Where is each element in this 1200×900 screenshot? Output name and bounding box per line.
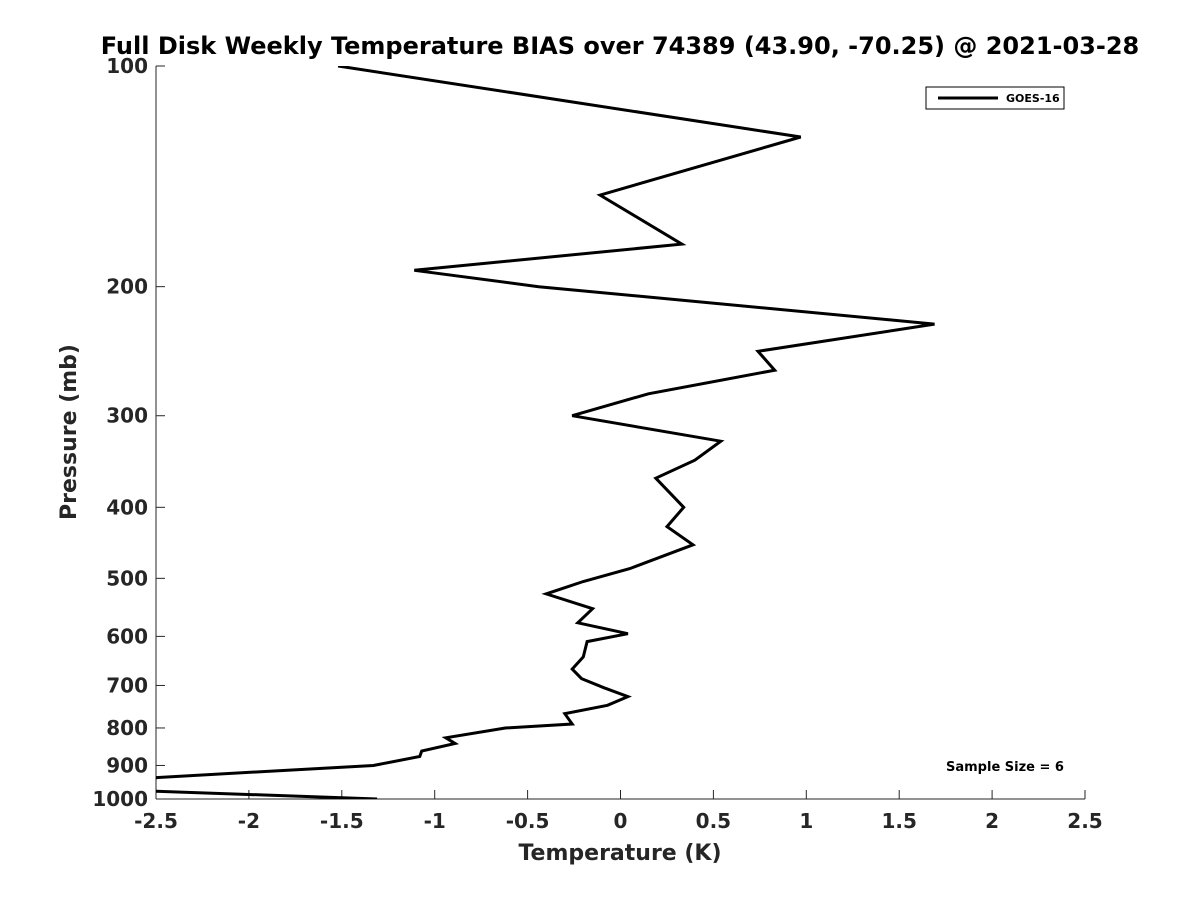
y-tick-label: 200	[106, 275, 148, 299]
chart-title: Full Disk Weekly Temperature BIAS over 7…	[101, 32, 1140, 60]
x-tick-label: 2	[985, 809, 999, 833]
x-tick-label: 0	[614, 809, 628, 833]
x-tick-label: -0.5	[506, 809, 550, 833]
legend: GOES-16	[925, 86, 1065, 110]
x-axis-label: Temperature (K)	[518, 841, 721, 866]
y-tick-label: 600	[106, 624, 148, 648]
axes	[155, 66, 1085, 800]
sample-size-annotation: Sample Size = 6	[946, 760, 1064, 775]
x-tick-label: -1.5	[320, 809, 364, 833]
x-tick-label: -2.5	[134, 809, 178, 833]
y-tick-label: 400	[106, 495, 148, 519]
x-tick-label: -2	[238, 809, 260, 833]
y-tick-label: 800	[106, 716, 148, 740]
y-tick-label: 900	[106, 753, 148, 777]
y-tick-label: 500	[106, 566, 148, 590]
x-tick-label: 1.5	[881, 809, 916, 833]
y-axis-label: Pressure (mb)	[57, 344, 82, 520]
series-line-goes-16	[156, 66, 935, 799]
y-tick-label: 100	[106, 54, 148, 78]
y-tick-label: 1000	[92, 787, 148, 811]
y-tick-label: 300	[106, 404, 148, 428]
x-ticks: -2.5 -2 -1.5 -1 -0.5 0 0.5 1 1.5 2 2.5	[134, 790, 1103, 833]
x-tick-label: 0.5	[696, 809, 731, 833]
x-tick-label: 1	[799, 809, 813, 833]
x-tick-label: -1	[424, 809, 446, 833]
series-group	[156, 66, 935, 799]
x-tick-label: 2.5	[1067, 809, 1102, 833]
legend-label: GOES-16	[1006, 92, 1060, 105]
y-tick-label: 700	[106, 673, 148, 697]
y-ticks: 100 200 300 400 500 600 700 800 900 1000	[92, 54, 165, 811]
